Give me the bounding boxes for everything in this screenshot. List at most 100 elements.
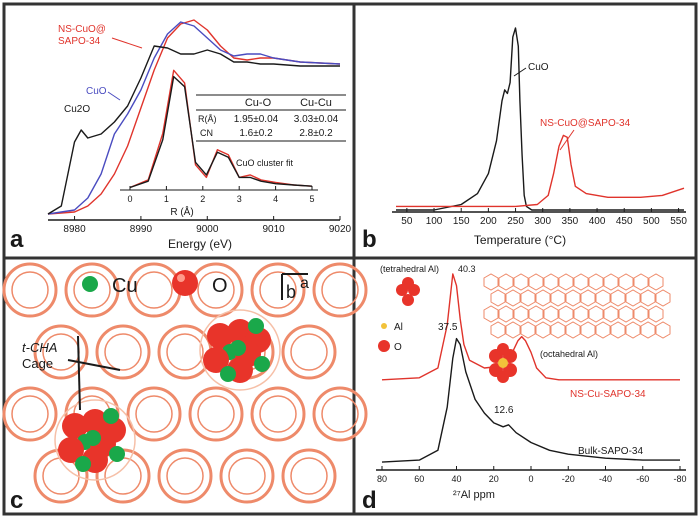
axis-b-label: b (286, 282, 296, 302)
panel-d-x-tick-label: 80 (377, 474, 387, 484)
framework-hexagon (543, 273, 559, 291)
panel-a-inset-x-tick-label: 0 (127, 194, 132, 204)
framework-hexagon (550, 289, 566, 307)
panel-c-lattice (2, 262, 368, 504)
panel-b-x-tick-label: 200 (480, 216, 497, 227)
framework-hexagon (648, 305, 664, 323)
framework-ring (2, 386, 58, 442)
framework-ring (157, 448, 213, 504)
panel-d-label-octahedral: (octahedral Al) (540, 349, 598, 359)
legend-cu-label: Cu (112, 275, 138, 297)
cage-pointer-a (67, 359, 121, 371)
framework-hexagon (490, 321, 506, 339)
panel-d-label-ns: NS-Cu-SAPO-34 (570, 389, 646, 400)
panel-a-inset-x-tick-label: 2 (200, 194, 205, 204)
legend-o-label: O (212, 275, 228, 297)
panel-b-label-ns: NS-CuO@SAPO-34 (540, 118, 631, 129)
panel-b-x-tick-label: 150 (453, 216, 470, 227)
panel-b-x-tick-label: 300 (534, 216, 551, 227)
framework-hexagon (625, 321, 641, 339)
panel-a-series-cuo (47, 21, 341, 215)
panel-c-letter: c (10, 487, 23, 514)
framework-hexagon (595, 321, 611, 339)
panel-a-x-tick-label: 8990 (130, 224, 153, 235)
panel-b-ticks: 50 100 150 200 250 300 350 400 450 500 550 (401, 208, 687, 227)
panel-a-inset-x-tick-label: 5 (309, 194, 314, 204)
framework-hexagon (498, 273, 514, 291)
framework-hexagon (640, 321, 656, 339)
panel-b-xlabel: Temperature (°C) (474, 233, 566, 247)
cu-atom (248, 318, 264, 334)
panel-a-label-cuo: CuO (86, 86, 107, 97)
panel-a-inset-fit-label: CuO cluster fit (236, 158, 294, 168)
al-atom-legend-icon (381, 323, 387, 329)
panel-c-legend: Cu O (82, 270, 228, 297)
panel-b-leader-cuo (513, 67, 527, 77)
panel-d-x-tick-label: 40 (451, 474, 461, 484)
panel-b-curves (396, 27, 685, 211)
panel-d-curves (381, 273, 680, 463)
panel-b-leader-ns (559, 129, 575, 151)
panel-a-x-tick-label: 9020 (329, 224, 352, 235)
cage-label-2: Cage (22, 356, 53, 371)
framework-ring (312, 386, 368, 442)
framework-hexagon (633, 305, 649, 323)
panel-d-x-tick-label: -80 (673, 474, 686, 484)
legend-o-label-d: O (394, 342, 402, 353)
panel-b-series-cuo (396, 27, 684, 211)
al-octahedron-icon (489, 343, 517, 383)
framework-hexagon (513, 273, 529, 291)
panel-a-ticks: 8980 8990 9000 9010 9020 (63, 216, 352, 235)
panel-a-inset-x-tick-label: 4 (273, 194, 278, 204)
framework-ring (126, 386, 182, 442)
panel-d-label-40: 40.3 (458, 264, 476, 274)
panel-d-x-tick-label: 0 (528, 474, 533, 484)
framework-hexagon (610, 321, 626, 339)
panel-a-inset-x-tick-label: 1 (164, 194, 169, 204)
panel-a-label-cu2o: Cu2O (64, 104, 90, 115)
panel-a-label-ns-2: SAPO-34 (58, 36, 101, 47)
panel-a-series-ns-cuo-sapo-34 (47, 19, 341, 215)
framework-ring (95, 324, 151, 380)
panel-a-leader-ns (111, 37, 143, 49)
panel-a-x-tick-label: 8980 (63, 224, 86, 235)
table-header-cucu: Cu-Cu (300, 97, 332, 109)
panel-b-x-tick-label: 50 (401, 216, 413, 227)
table-row-cn-cucu: 2.8±0.2 (299, 128, 333, 139)
o-atom-legend-highlight (177, 274, 185, 282)
panel-b-x-tick-label: 400 (589, 216, 606, 227)
panel-d-x-tick-label: -20 (562, 474, 575, 484)
framework-hexagon (618, 273, 634, 291)
panel-a-letter: a (10, 226, 24, 253)
panel-d-legend: Al O (378, 277, 517, 383)
framework-hexagon (528, 305, 544, 323)
panel-a-inset-xlabel: R (Å) (170, 205, 193, 218)
panel-d: 80 60 40 20 0 -20 -40 -60 -80 ²⁷Al ppm d (tetrah… (362, 264, 687, 514)
panel-a-x-tick-label: 9010 (263, 224, 286, 235)
framework-ring (64, 262, 120, 318)
o-atom (203, 347, 229, 373)
framework-ring (281, 324, 337, 380)
o-atom (62, 413, 88, 439)
o-atom-legend-icon (172, 270, 198, 296)
framework-hexagon (558, 305, 574, 323)
panel-b-x-tick-label: 250 (507, 216, 524, 227)
table-row-cn-cuo: 1.6±0.2 (239, 128, 273, 139)
framework-ring (219, 448, 275, 504)
axis-a-label: a (300, 275, 309, 292)
framework-ring (188, 386, 244, 442)
framework-hexagon (603, 305, 619, 323)
panel-b-letter: b (362, 226, 377, 253)
cu-atom (85, 430, 101, 446)
panel-c-axes-indicator: b a (281, 273, 309, 302)
framework-hexagon (610, 289, 626, 307)
panel-a: 8980 8990 9000 9010 9020 Energy (eV) a NS-Cu… (10, 19, 352, 253)
panel-d-label-12: 12.6 (494, 405, 514, 416)
cu-atom (220, 366, 236, 382)
panel-a-inset-x-tick-label: 3 (237, 194, 242, 204)
framework-hexagon (528, 273, 544, 291)
framework-hexagon (580, 289, 596, 307)
framework-hexagon (573, 305, 589, 323)
framework-hexagon (633, 273, 649, 291)
panel-b-x-tick-label: 550 (670, 216, 687, 227)
